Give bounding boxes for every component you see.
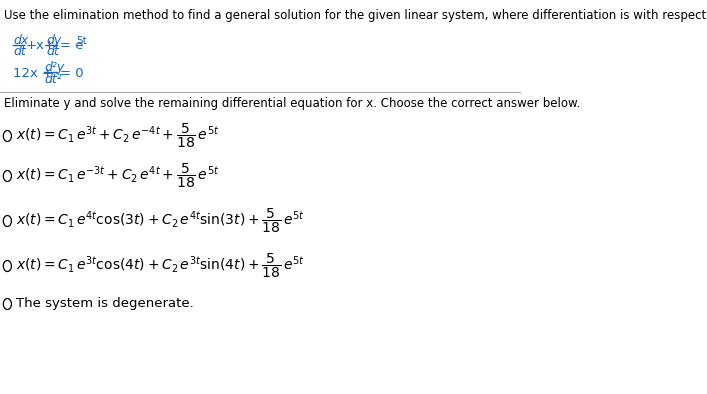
Text: $x(t) = C_1\,e^{3t}\cos(4t) + C_2\,e^{3t}\sin(4t) + \dfrac{5}{18}\,e^{5t}$: $x(t) = C_1\,e^{3t}\cos(4t) + C_2\,e^{3t… (16, 252, 305, 280)
Text: dx: dx (13, 33, 28, 46)
Text: dt: dt (13, 45, 26, 58)
Text: dy: dy (47, 33, 62, 46)
Text: 12x +: 12x + (13, 67, 54, 80)
Text: Use the elimination method to find a general solution for the given linear syste: Use the elimination method to find a gen… (4, 9, 707, 22)
Text: d²y: d²y (45, 61, 64, 74)
Text: 5t: 5t (76, 36, 87, 46)
Text: $x(t) = C_1\,e^{-3t} + C_2\,e^{4t} + \dfrac{5}{18}\,e^{5t}$: $x(t) = C_1\,e^{-3t} + C_2\,e^{4t} + \df… (16, 162, 220, 190)
Text: dt: dt (47, 45, 59, 58)
Text: $x(t) = C_1\,e^{4t}\cos(3t) + C_2\,e^{4t}\sin(3t) + \dfrac{5}{18}\,e^{5t}$: $x(t) = C_1\,e^{4t}\cos(3t) + C_2\,e^{4t… (16, 207, 305, 235)
Text: dt²: dt² (45, 72, 62, 85)
Text: = 0: = 0 (60, 67, 84, 80)
Text: = e: = e (60, 39, 84, 52)
Text: $x(t) = C_1\,e^{3t} + C_2\,e^{-4t} + \dfrac{5}{18}\,e^{5t}$: $x(t) = C_1\,e^{3t} + C_2\,e^{-4t} + \df… (16, 122, 220, 150)
Text: Eliminate y and solve the remaining differential equation for x. Choose the corr: Eliminate y and solve the remaining diff… (4, 97, 580, 110)
Text: The system is degenerate.: The system is degenerate. (16, 297, 194, 310)
Text: +x+: +x+ (25, 39, 56, 52)
